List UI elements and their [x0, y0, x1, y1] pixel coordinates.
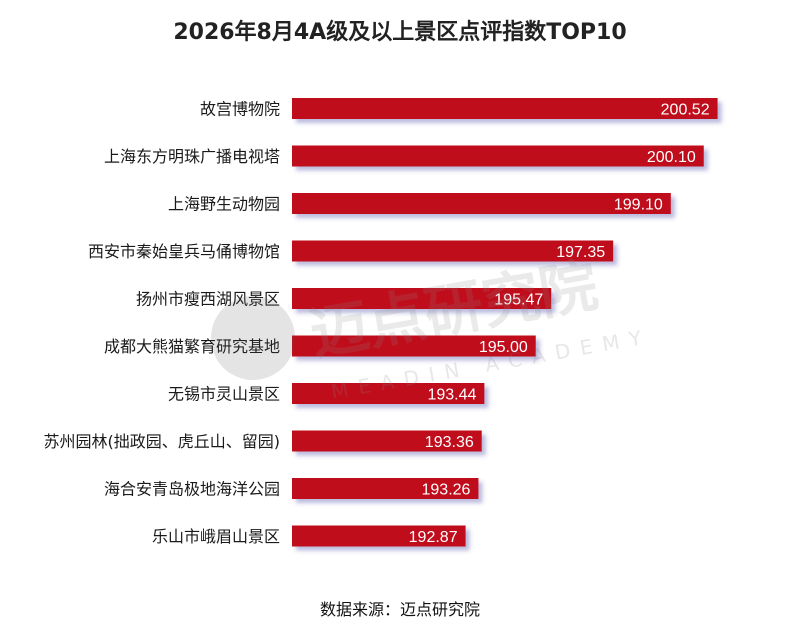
value-label: 197.35: [556, 244, 605, 261]
value-label: 200.52: [661, 102, 710, 119]
category-label: 苏州园林(拙政园、虎丘山、留园): [44, 432, 281, 451]
category-label: 海合安青岛极地海洋公园: [104, 480, 280, 499]
value-label: 195.00: [479, 339, 528, 356]
value-label: 193.36: [425, 434, 474, 451]
bar: [292, 193, 671, 214]
category-label: 成都大熊猫繁育研究基地: [104, 337, 280, 356]
data-source: 数据来源：迈点研究院: [319, 600, 480, 619]
category-label: 上海东方明珠广播电视塔: [104, 147, 280, 166]
bar: [292, 98, 718, 119]
bar: [292, 145, 704, 167]
value-label: 193.44: [427, 387, 476, 404]
category-label: 西安市秦始皇兵马俑博物馆: [88, 242, 280, 261]
bar: [292, 288, 552, 309]
category-label: 扬州市瘦西湖风景区: [136, 290, 280, 309]
value-label: 199.10: [614, 197, 663, 214]
chart-title: 2026年8月4A级及以上景区点评指数TOP10: [173, 20, 627, 45]
value-label: 193.26: [422, 482, 471, 499]
bar: [292, 525, 466, 547]
bar: [292, 240, 614, 262]
value-label: 200.10: [647, 149, 696, 166]
value-label: 192.87: [409, 529, 458, 546]
bar: [292, 430, 482, 452]
value-label: 195.47: [494, 292, 543, 309]
category-label: 乐山市峨眉山景区: [152, 527, 280, 546]
category-label: 故宫博物院: [200, 100, 280, 119]
bar: [292, 335, 536, 357]
category-label: 上海野生动物园: [168, 195, 280, 214]
bar: [292, 478, 479, 499]
bar: [292, 383, 485, 404]
category-label: 无锡市灵山景区: [168, 385, 280, 404]
